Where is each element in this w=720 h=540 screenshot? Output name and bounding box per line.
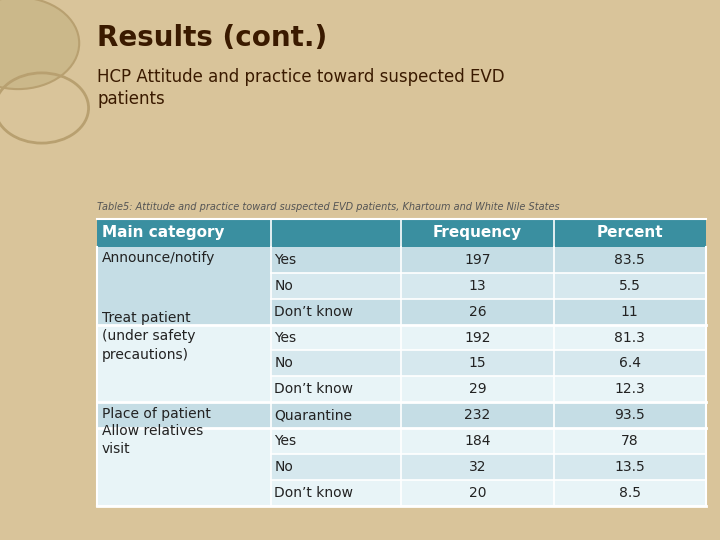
- Text: 5.5: 5.5: [618, 279, 641, 293]
- Text: Main category: Main category: [102, 225, 225, 240]
- Text: 13.5: 13.5: [614, 460, 645, 474]
- Text: Don’t know: Don’t know: [274, 382, 354, 396]
- Text: 12.3: 12.3: [614, 382, 645, 396]
- Text: Yes: Yes: [274, 253, 297, 267]
- Text: 78: 78: [621, 434, 639, 448]
- Text: HCP Attitude and practice toward suspected EVD
patients: HCP Attitude and practice toward suspect…: [97, 68, 505, 109]
- Text: Table5: Attitude and practice toward suspected EVD patients, Khartoum and White : Table5: Attitude and practice toward sus…: [97, 202, 560, 213]
- Text: Don’t know: Don’t know: [274, 305, 354, 319]
- Text: 232: 232: [464, 408, 490, 422]
- Text: 93.5: 93.5: [614, 408, 645, 422]
- Text: 32: 32: [469, 460, 486, 474]
- Text: Yes: Yes: [274, 434, 297, 448]
- Text: 83.5: 83.5: [614, 253, 645, 267]
- Text: Yes: Yes: [274, 330, 297, 345]
- Text: 13: 13: [469, 279, 486, 293]
- Text: Place of patient: Place of patient: [102, 407, 210, 421]
- Text: Treat patient
(under safety
precautions): Treat patient (under safety precautions): [102, 311, 195, 362]
- Text: 15: 15: [469, 356, 486, 370]
- Text: 29: 29: [469, 382, 486, 396]
- Text: Announce/notify: Announce/notify: [102, 252, 215, 266]
- Text: No: No: [274, 460, 293, 474]
- Text: 8.5: 8.5: [618, 486, 641, 500]
- Text: 20: 20: [469, 486, 486, 500]
- Text: 6.4: 6.4: [618, 356, 641, 370]
- Text: Don’t know: Don’t know: [274, 486, 354, 500]
- Text: 11: 11: [621, 305, 639, 319]
- Text: 192: 192: [464, 330, 491, 345]
- Text: 197: 197: [464, 253, 491, 267]
- Text: No: No: [274, 279, 293, 293]
- Text: Results (cont.): Results (cont.): [97, 24, 328, 52]
- Text: Quarantine: Quarantine: [274, 408, 352, 422]
- Text: 184: 184: [464, 434, 491, 448]
- Text: Allow relatives
visit: Allow relatives visit: [102, 424, 203, 456]
- Text: Percent: Percent: [596, 225, 663, 240]
- Text: Frequency: Frequency: [433, 225, 522, 240]
- Text: 81.3: 81.3: [614, 330, 645, 345]
- Text: 26: 26: [469, 305, 486, 319]
- Text: No: No: [274, 356, 293, 370]
